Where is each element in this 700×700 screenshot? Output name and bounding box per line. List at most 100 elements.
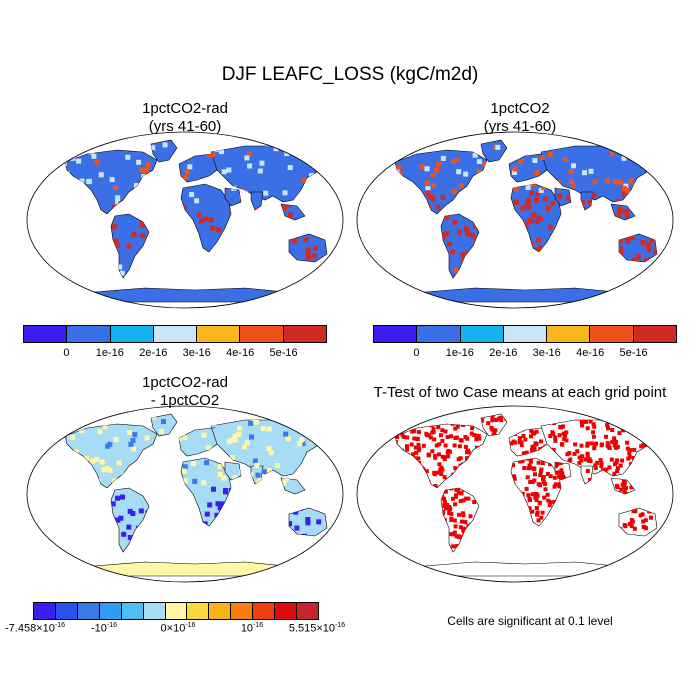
colorbar-swatch — [503, 326, 548, 342]
colorbar-swatch — [231, 603, 254, 619]
colorbar-1pct-ticks: 0 1e-16 2e-16 3e-16 4e-16 5e-16 — [373, 347, 677, 361]
colorbar-tick-label: 0 — [63, 347, 70, 359]
colorbar-swatch — [633, 326, 676, 342]
continent-india — [580, 465, 594, 485]
colorbar-swatch — [460, 326, 504, 342]
colorbar-swatch — [283, 326, 326, 342]
panel-title-line1: 1pctCO2-rad — [142, 100, 228, 117]
colorbar-diff — [33, 602, 319, 620]
map-land-layer — [394, 139, 658, 303]
colorbar-swatch — [55, 603, 78, 619]
map-panel-1pct — [356, 131, 674, 309]
colorbar-swatch — [187, 603, 210, 619]
colorbar-swatch — [165, 603, 188, 619]
map-land-layer — [64, 139, 328, 303]
tick-pos-exp: -16 — [253, 622, 264, 629]
tick-min-exp: -16 — [54, 622, 65, 629]
continent-antarctica — [93, 287, 286, 303]
colorbar-swatch — [99, 603, 122, 619]
colorbar-tick-label: 4e-16 — [576, 347, 605, 359]
tick-max-text: 5.515×10 — [288, 622, 336, 635]
tick-min-text: -7.458×10 — [5, 622, 55, 635]
continent-antarctica — [423, 287, 616, 303]
tick-zero: 0×10-16 — [161, 622, 196, 635]
panel-title-rad: 1pctCO2-rad (yrs 41-60) — [60, 100, 310, 136]
continent-europe — [178, 427, 222, 457]
colorbar-tick-label: 5e-16 — [619, 347, 648, 359]
colorbar-swatch — [67, 326, 111, 342]
continent-greenland — [150, 139, 178, 163]
map-land-layer — [394, 413, 658, 577]
tick-zero-exp: -16 — [185, 622, 196, 629]
colorbar-swatch — [374, 326, 418, 342]
continent-antarctica — [423, 561, 616, 577]
map-land-layer — [64, 413, 328, 577]
tick-neg-text: -10 — [90, 622, 107, 635]
colorbar-swatch — [417, 326, 461, 342]
colorbar-tick-label: 3e-16 — [532, 347, 561, 359]
colorbar-swatch — [77, 603, 100, 619]
continent-northAmerica — [64, 423, 158, 489]
panel-title-ttest: T-Test of two Case means at each grid po… — [345, 384, 695, 402]
colorbar-swatch — [197, 326, 241, 342]
continent-australia — [618, 507, 658, 537]
panel-title-line1: 1pctCO2 — [490, 100, 550, 117]
continent-india — [580, 191, 594, 211]
continent-africa — [510, 183, 562, 253]
panel-title-line1: T-Test of two Case means at each grid po… — [373, 384, 667, 401]
tick-zero-text: 0×10 — [160, 622, 186, 635]
colorbar-rad — [23, 325, 327, 343]
colorbar-swatch — [590, 326, 634, 342]
map-border — [356, 131, 674, 309]
continent-northAmerica — [394, 149, 488, 215]
map-border — [26, 131, 344, 309]
colorbar-swatch — [209, 603, 232, 619]
continent-antarctica — [93, 561, 286, 577]
continent-india — [250, 191, 264, 211]
map-border — [26, 405, 344, 583]
tick-min: -7.458×10-16 — [5, 622, 65, 635]
colorbar-rad-ticks: 0 1e-16 2e-16 3e-16 4e-16 5e-16 — [23, 347, 327, 361]
map-panel-diff — [26, 405, 344, 583]
tick-pos-text: 10 — [240, 622, 254, 635]
colorbar-swatch — [121, 603, 144, 619]
tick-max: 5.515×10-16 — [289, 622, 345, 635]
continent-greenland — [150, 413, 178, 437]
colorbar-tick-label: 0 — [413, 347, 420, 359]
continent-greenland — [480, 139, 508, 163]
tick-max-exp: -16 — [335, 622, 346, 629]
colorbar-swatch — [34, 603, 56, 619]
continent-seAsia — [280, 203, 306, 221]
colorbar-swatch — [253, 603, 276, 619]
map-border — [356, 405, 674, 583]
panel-title-line1: 1pctCO2-rad — [142, 374, 228, 391]
colorbar-tick-label: 3e-16 — [182, 347, 211, 359]
colorbar-tick-label: 1e-16 — [95, 347, 124, 359]
colorbar-swatch — [240, 326, 284, 342]
tick-neg-exp: -16 — [106, 622, 118, 629]
colorbar-swatch — [297, 603, 318, 619]
colorbar-1pct — [373, 325, 677, 343]
panel-title-diff: 1pctCO2-rad - 1pctCO2 — [60, 374, 310, 410]
continent-southAmerica — [110, 487, 150, 553]
colorbar-diff-ticks: -7.458×10-16 -10-16 0×10-16 10-16 5.515×… — [0, 622, 350, 638]
panel-title-line2: - 1pctCO2 — [150, 392, 220, 409]
tick-pos: 10-16 — [241, 622, 263, 635]
colorbar-swatch — [110, 326, 154, 342]
colorbar-swatch — [547, 326, 591, 342]
colorbar-tick-label: 5e-16 — [269, 347, 298, 359]
continent-arabia — [224, 187, 242, 207]
panel-title-1pct: 1pctCO2 (yrs 41-60) — [395, 100, 645, 136]
colorbar-tick-label: 2e-16 — [489, 347, 518, 359]
tick-neg: -10-16 — [91, 622, 117, 635]
continent-arabia — [554, 187, 572, 207]
colorbar-tick-label: 4e-16 — [226, 347, 255, 359]
panel-title-line2: (yrs 41-60) — [148, 118, 222, 135]
colorbar-swatch — [275, 603, 298, 619]
colorbar-swatch — [24, 326, 68, 342]
map-panel-rad — [26, 131, 344, 309]
colorbar-swatch — [153, 326, 198, 342]
figure-title: DJF LEAFC_LOSS (kgC/m2d) — [221, 64, 479, 85]
colorbar-swatch — [143, 603, 166, 619]
significance-note: Cells are significant at 0.1 level — [447, 614, 613, 628]
